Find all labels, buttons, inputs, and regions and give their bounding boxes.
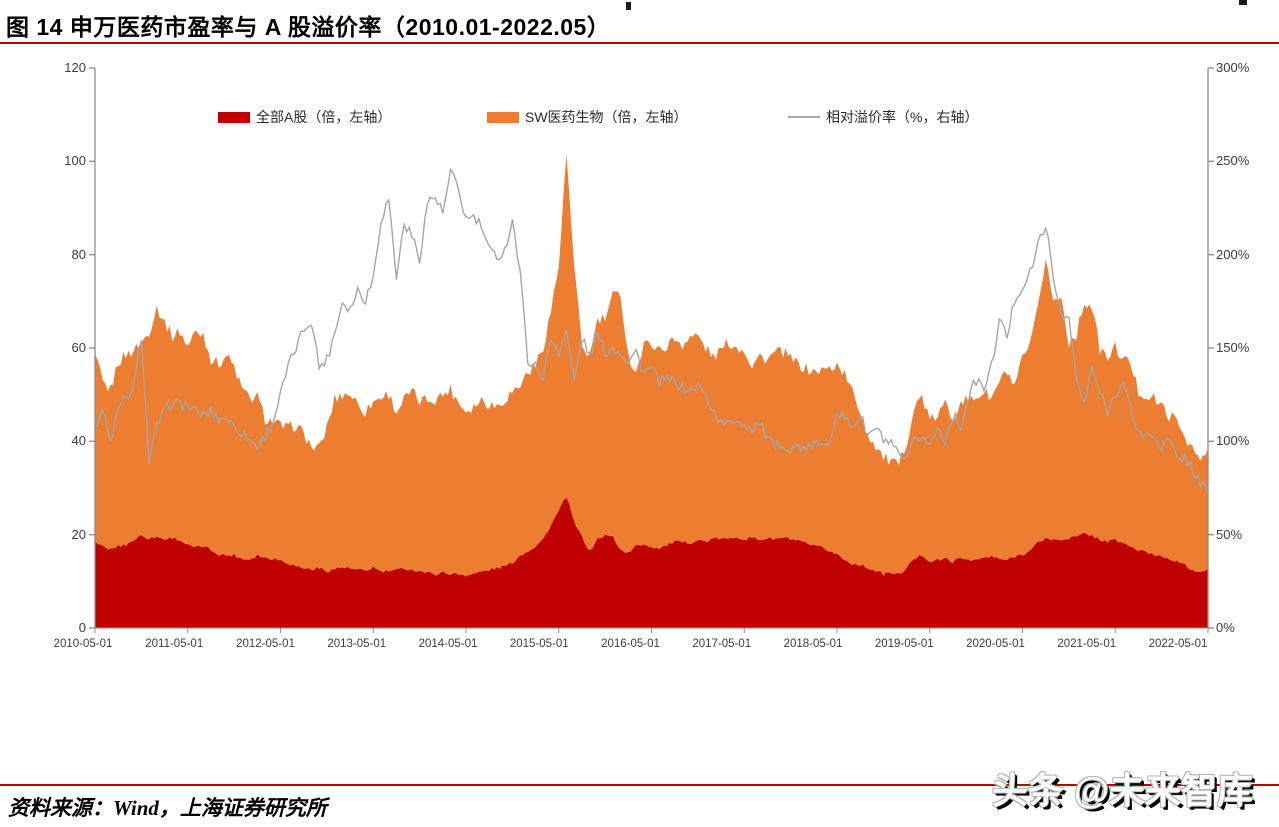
x-axis-label: 2013-05-01 — [327, 638, 387, 650]
area-series — [95, 154, 1208, 628]
legend-item: 全部A股（倍，左轴） — [218, 108, 391, 126]
legend-item: SW医药生物（倍，左轴） — [487, 108, 688, 126]
legend-label: 全部A股（倍，左轴） — [256, 109, 392, 125]
x-axis-label: 2010-05-01 — [53, 638, 113, 650]
x-axis-label: 2020-05-01 — [966, 638, 1025, 650]
right-axis-label: 100% — [1216, 433, 1250, 449]
legend-label: SW医药生物（倍，左轴） — [525, 109, 688, 125]
cropped-text-artifact — [626, 2, 631, 10]
x-axis-label: 2016-05-01 — [601, 638, 660, 650]
right-axis-label: 300% — [1216, 60, 1250, 75]
x-axis-label: 2018-05-01 — [783, 638, 843, 650]
right-axis-label: 200% — [1216, 246, 1250, 262]
watermark-toutiao: 头条 @未来智库 — [991, 770, 1253, 811]
x-axis-label: 2014-05-01 — [418, 638, 478, 650]
left-axis-label: 100 — [64, 153, 86, 169]
x-axis-label: 2011-05-01 — [145, 638, 204, 650]
left-axis-label: 60 — [71, 340, 86, 355]
left-axis-label: 20 — [71, 526, 86, 542]
cropped-text-artifact — [1239, 0, 1247, 5]
left-axis-label: 0 — [78, 620, 86, 635]
left-axis-label: 80 — [71, 246, 86, 262]
legend-label: 相对溢价率（%，右轴） — [826, 109, 979, 125]
left-axis-label: 120 — [64, 60, 86, 75]
figure-title: 图 14 申万医药市盈率与 A 股溢价率（2010.01-2022.05） — [6, 14, 611, 40]
title-underline-rule — [0, 42, 1279, 44]
source-note: 资料来源：Wind，上海证券研究所 — [8, 796, 327, 820]
footer-rule — [0, 784, 1279, 786]
legend-area-swatch — [487, 111, 519, 123]
left-axis-label: 40 — [71, 433, 86, 449]
area-series — [95, 497, 1208, 628]
line-series — [94, 167, 1209, 494]
x-axis-label: 2021-05-01 — [1057, 638, 1117, 650]
x-axis-label: 2019-05-01 — [874, 638, 934, 650]
right-axis-label: 150% — [1216, 340, 1250, 355]
x-axis-label: 2017-05-01 — [692, 638, 752, 650]
legend-line-swatch — [788, 116, 820, 118]
x-axis-label: 2015-05-01 — [509, 638, 569, 650]
legend-area-swatch — [218, 111, 250, 123]
x-axis-label: 2012-05-01 — [236, 638, 295, 650]
legend-item: 相对溢价率（%，右轴） — [788, 108, 978, 126]
x-axis-label: 2022-05-01 — [1148, 638, 1208, 650]
right-axis-label: 250% — [1216, 153, 1250, 169]
right-axis-label: 50% — [1216, 526, 1243, 542]
right-axis-label: 0% — [1216, 620, 1235, 635]
